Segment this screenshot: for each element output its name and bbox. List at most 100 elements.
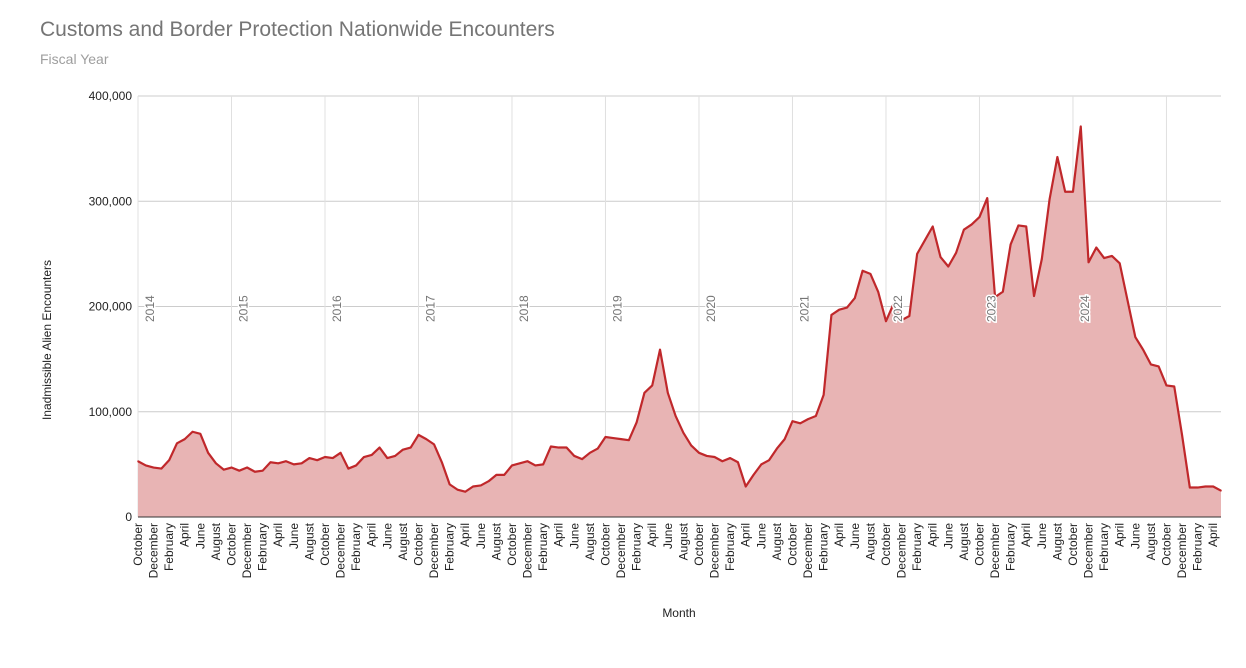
data-point [160,467,163,470]
data-point [480,484,482,487]
data-point [1103,257,1105,259]
data-point [409,446,412,449]
x-tick-label: December [1175,523,1189,578]
x-tick-label: June [848,523,862,549]
data-point [1189,486,1191,489]
data-point [1072,190,1074,193]
data-point [799,422,802,425]
x-tick-label: June [193,523,207,549]
x-tick-label: June [754,523,768,549]
data-point [1064,190,1066,193]
data-point [277,462,280,465]
x-tick-label: October [1066,523,1080,566]
data-point [628,439,630,441]
data-point [1056,156,1059,158]
x-tick-label: April [926,523,940,547]
data-point [783,438,786,440]
x-tick-label: October [412,523,426,566]
data-point [1033,295,1035,297]
data-point [885,320,887,323]
x-tick-label: February [256,523,270,571]
data-point [456,488,459,491]
data-point [924,239,926,241]
x-tick-label: October [786,523,800,566]
x-tick-label: August [396,522,410,560]
data-point [1165,384,1168,387]
data-point [300,462,303,465]
data-point [254,470,256,473]
fiscal-year-label: 2022 [891,295,905,322]
data-point [931,225,934,228]
x-tick-label: December [801,523,815,578]
data-point [425,438,428,440]
data-point [768,459,770,461]
data-point [168,459,170,461]
data-point [526,460,529,463]
x-tick-label: August [209,522,223,560]
data-point [1111,255,1113,257]
x-tick-label: February [443,523,457,571]
data-point [550,445,552,448]
data-point [394,455,396,457]
x-tick-label: August [583,522,597,560]
data-point [472,485,474,488]
x-tick-label: April [1113,523,1127,547]
data-point [215,462,217,465]
x-tick-label: April [1206,523,1220,547]
data-point [363,456,365,458]
x-tick-label: December [708,523,722,578]
x-tick-label: April [739,523,753,547]
x-tick-label: February [723,523,737,571]
data-point [900,319,903,321]
data-point [1118,262,1121,265]
x-tick-label: June [287,523,301,549]
data-point [230,466,233,469]
x-tick-label: August [863,522,877,560]
fiscal-year-label: 2019 [611,295,625,322]
data-point [1204,485,1207,488]
y-tick-label: 100,000 [89,405,133,419]
x-tick-label: April [271,523,285,547]
x-tick-label: October [973,523,987,566]
fiscal-year-label: 2014 [143,295,157,322]
data-point [487,480,490,483]
data-point [207,451,209,454]
x-tick-label: June [474,523,488,549]
data-point [970,223,973,226]
data-point [1196,486,1199,489]
data-point [557,446,560,449]
data-point [386,457,389,459]
data-point [402,448,404,451]
fiscal-year-label: 2020 [704,295,718,322]
y-tick-label: 300,000 [89,194,133,208]
series-area [138,126,1221,518]
data-point [682,432,685,434]
x-tick-label: October [225,523,239,566]
data-point [737,461,739,464]
data-point [869,273,872,275]
x-tick-label: June [1128,523,1142,549]
data-point [713,456,716,458]
data-point [791,420,794,423]
data-point [1048,198,1051,200]
data-point [1025,225,1028,228]
data-point [324,456,326,458]
y-axis-title: Inadmissible Alien Encounters [40,260,54,420]
data-point [370,454,373,456]
data-point [589,451,591,454]
data-point [495,474,498,476]
data-point [861,269,864,272]
data-point [1087,261,1090,264]
data-point [1212,485,1215,488]
data-point [176,442,178,445]
x-tick-label: August [1144,522,1158,560]
data-point [261,469,264,472]
x-tick-label: April [1019,523,1033,547]
data-point [1173,385,1176,388]
data-point [347,467,350,470]
data-point [822,394,825,396]
fiscal-year-label: 2024 [1078,295,1092,322]
x-tick-label: December [1082,523,1096,578]
fiscal-year-label: 2017 [424,295,438,322]
data-point [417,434,420,436]
